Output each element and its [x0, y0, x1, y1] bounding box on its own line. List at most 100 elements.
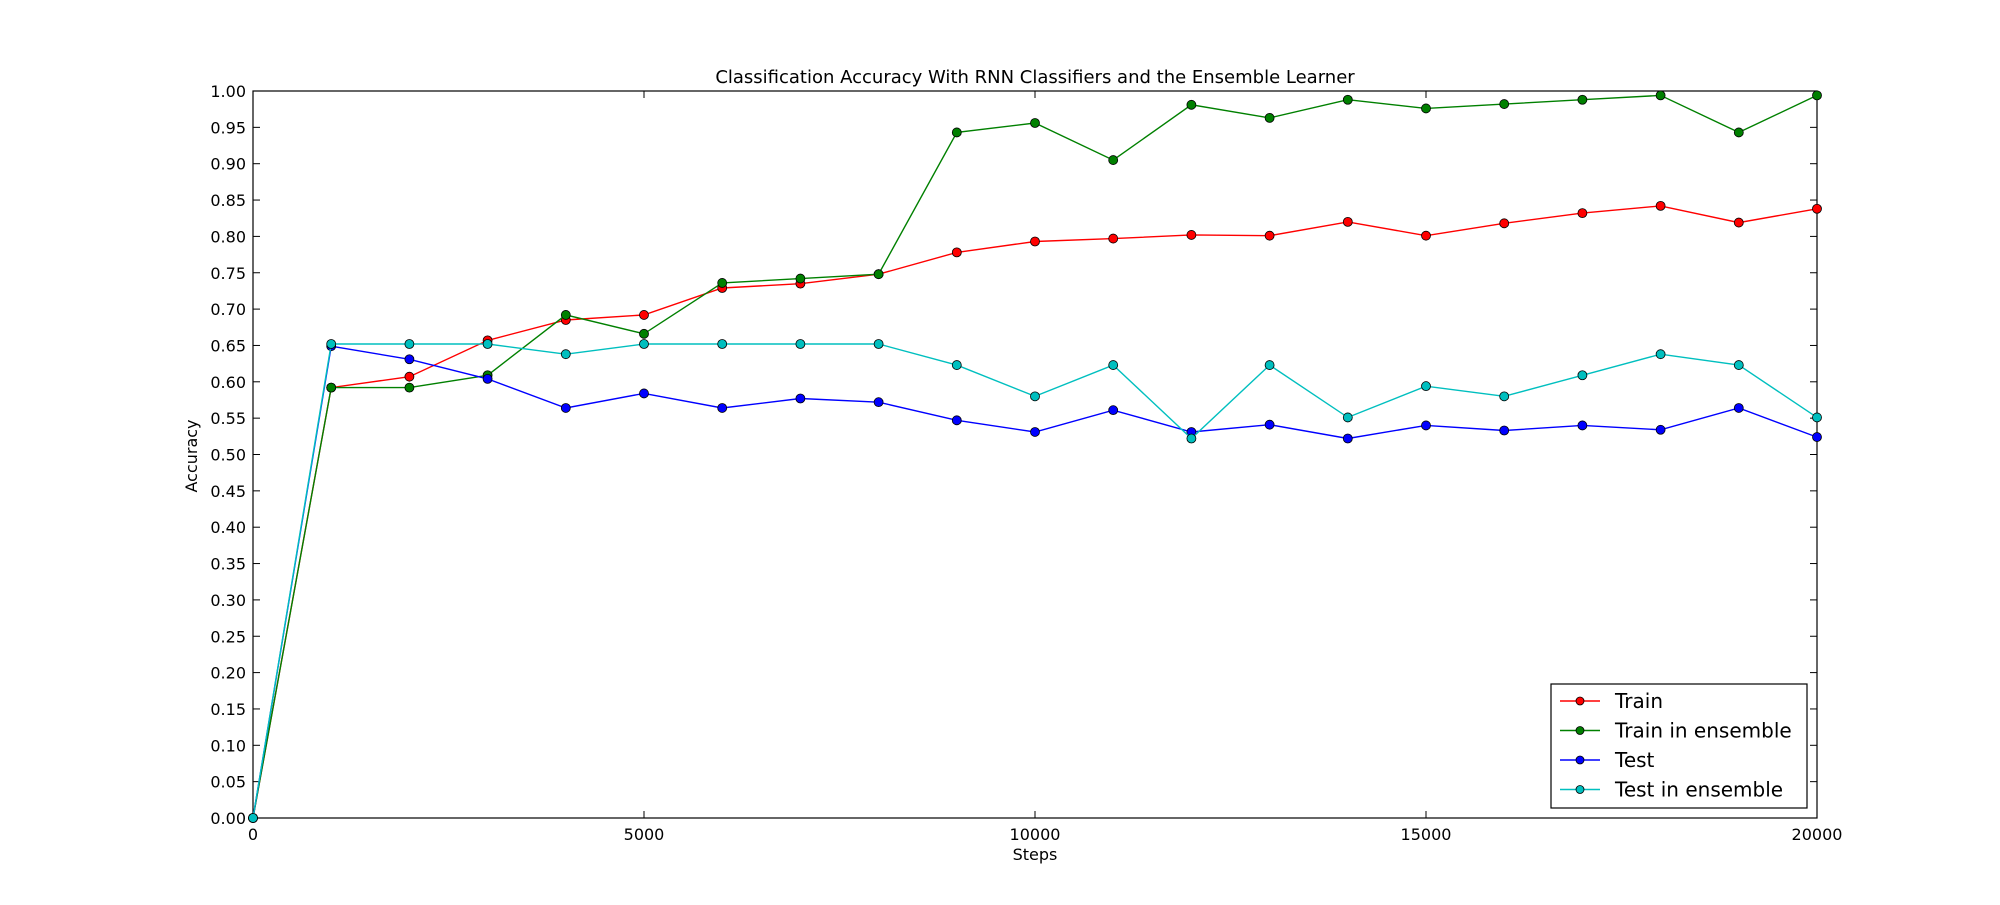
data-point-test-in-ensemble: [326, 339, 337, 349]
x-tick-label: 0: [248, 825, 258, 844]
data-point-test-in-ensemble: [482, 339, 493, 349]
data-point-train-in-ensemble: [1030, 118, 1040, 128]
y-tick-label: 0.05: [210, 773, 246, 792]
data-point-train-in-ensemble: [1342, 94, 1353, 105]
y-tick-label: 0.60: [210, 373, 246, 392]
data-point-test-in-ensemble: [248, 813, 258, 823]
data-point-test-in-ensemble: [1108, 360, 1119, 370]
data-point-test: [795, 393, 806, 404]
data-point-test: [1342, 433, 1353, 444]
data-point-train-in-ensemble: [717, 278, 728, 288]
y-tick-label: 0.70: [210, 300, 246, 319]
data-point-train-in-ensemble: [404, 382, 415, 393]
y-tick-label: 0.00: [210, 809, 246, 828]
data-point-train-in-ensemble: [1577, 94, 1588, 105]
data-point-train-in-ensemble: [951, 127, 962, 138]
data-point-test: [482, 373, 493, 384]
data-point-train: [1186, 230, 1197, 240]
data-point-test: [1030, 427, 1040, 437]
data-point-train-in-ensemble: [795, 273, 806, 284]
data-point-train: [1577, 208, 1588, 219]
data-point-test-in-ensemble: [1733, 360, 1744, 370]
data-point-test: [1108, 405, 1119, 416]
data-point-test: [1655, 424, 1666, 435]
data-point-test-in-ensemble: [560, 349, 571, 360]
data-point-train-in-ensemble: [1812, 90, 1822, 101]
data-point-test: [1577, 420, 1588, 431]
data-point-test: [1812, 432, 1822, 442]
data-point-test-in-ensemble: [873, 339, 884, 349]
data-point-test-in-ensemble: [639, 339, 649, 349]
legend-marker-test-in-ensemble: [1575, 785, 1585, 794]
legend-box: [1550, 683, 1808, 809]
data-point-train-in-ensemble: [1421, 103, 1431, 114]
data-point-train: [1499, 218, 1510, 229]
legend: Train Train in ensemble Test Test in ensemb…: [1550, 683, 1808, 809]
y-tick-label: 0.30: [210, 591, 246, 610]
data-point-train: [1812, 203, 1822, 214]
data-point-test-in-ensemble: [1812, 412, 1822, 423]
data-point-test: [1264, 419, 1275, 430]
data-point-train-in-ensemble: [639, 328, 649, 339]
data-point-train-in-ensemble: [873, 269, 884, 280]
data-point-test: [560, 403, 571, 413]
data-point-test-in-ensemble: [1030, 391, 1040, 402]
data-point-test: [717, 403, 728, 413]
data-point-train-in-ensemble: [1264, 112, 1275, 123]
data-point-train: [404, 371, 415, 382]
legend-label-train-in-ensemble: Train in ensemble: [1614, 719, 1792, 743]
data-point-test: [1499, 425, 1510, 436]
data-point-train-in-ensemble: [560, 310, 571, 320]
x-tick-label: 5000: [624, 825, 665, 844]
y-tick-label: 0.20: [210, 664, 246, 683]
data-point-test: [1421, 420, 1431, 431]
legend-label-test-in-ensemble: Test in ensemble: [1614, 778, 1783, 802]
x-tick-label: 20000: [1792, 825, 1843, 844]
data-point-train: [1108, 233, 1119, 244]
data-point-train-in-ensemble: [326, 382, 337, 393]
y-tick-label: 0.50: [210, 446, 246, 465]
data-point-train: [1030, 236, 1040, 247]
legend-marker-train-in-ensemble: [1575, 726, 1585, 735]
y-axis-label: Accuracy: [182, 419, 201, 492]
data-point-train: [1264, 230, 1275, 241]
data-point-test-in-ensemble: [1264, 360, 1275, 370]
data-point-train-in-ensemble: [1499, 99, 1510, 109]
y-tick-label: 0.15: [210, 700, 246, 719]
data-point-test: [873, 397, 884, 408]
y-tick-label: 0.80: [210, 227, 246, 246]
data-point-train-in-ensemble: [1655, 90, 1666, 101]
data-point-train: [639, 310, 649, 320]
y-tick-label: 0.95: [210, 118, 246, 137]
y-tick-label: 0.10: [210, 736, 246, 755]
data-point-train: [1655, 200, 1666, 211]
data-point-train: [1342, 216, 1353, 227]
y-tick-label: 0.90: [210, 155, 246, 174]
data-point-test: [951, 415, 962, 426]
data-point-train-in-ensemble: [1108, 155, 1119, 165]
legend-marker-test: [1575, 755, 1585, 765]
chart-title: Classification Accuracy With RNN Classif…: [715, 67, 1355, 88]
y-tick-label: 0.25: [210, 627, 246, 646]
y-tick-label: 0.35: [210, 555, 246, 574]
legend-marker-train: [1575, 696, 1585, 706]
data-point-test-in-ensemble: [404, 339, 415, 349]
y-tick-label: 1.00: [210, 82, 246, 101]
data-point-test: [639, 388, 649, 399]
data-point-test-in-ensemble: [1186, 433, 1197, 444]
data-point-test-in-ensemble: [795, 339, 806, 349]
data-point-test-in-ensemble: [1577, 370, 1588, 381]
data-point-test-in-ensemble: [1421, 381, 1431, 392]
y-tick-label: 0.40: [210, 518, 246, 537]
y-tick-label: 0.45: [210, 482, 246, 501]
data-point-train: [951, 247, 962, 258]
data-point-test-in-ensemble: [1655, 349, 1666, 360]
y-tick-label: 0.85: [210, 191, 246, 210]
data-point-train-in-ensemble: [1733, 127, 1744, 138]
data-point-train-in-ensemble: [1186, 99, 1197, 110]
data-point-train: [1733, 217, 1744, 228]
x-axis-label: Steps: [1013, 845, 1058, 864]
data-point-test-in-ensemble: [951, 360, 962, 370]
